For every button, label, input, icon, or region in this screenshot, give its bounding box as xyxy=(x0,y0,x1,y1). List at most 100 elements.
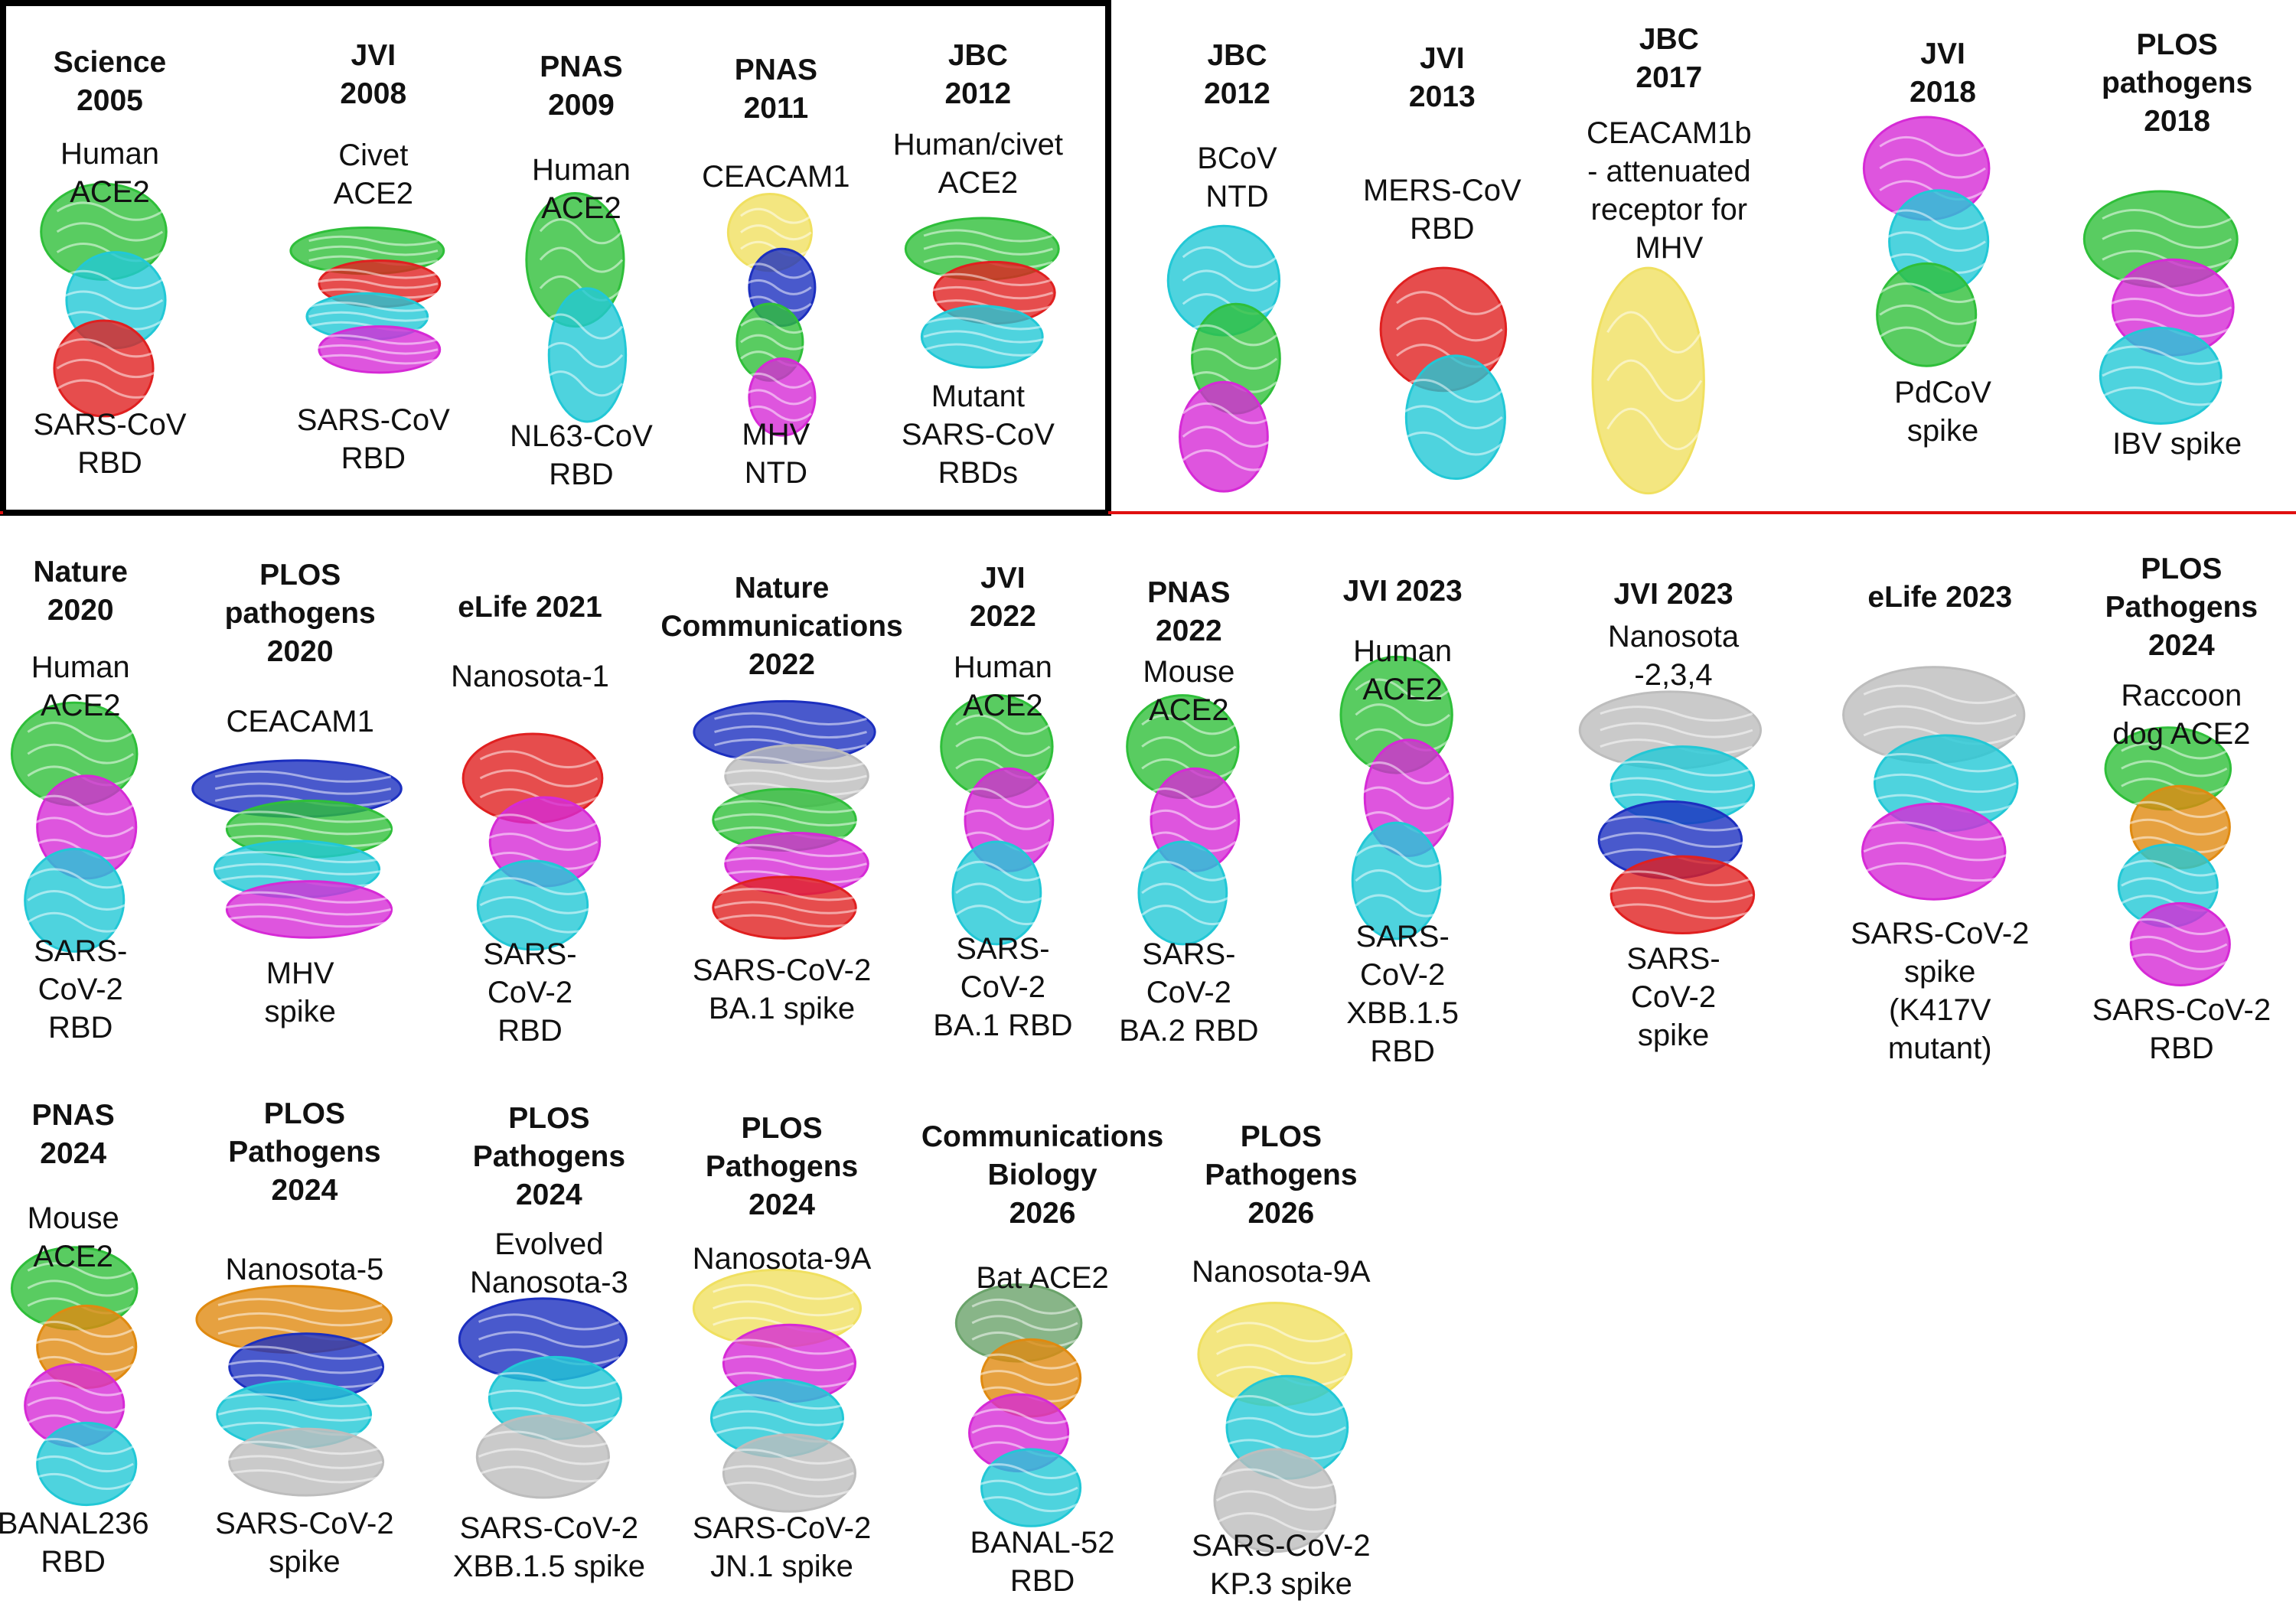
structure-part xyxy=(1600,886,1753,903)
structure-part xyxy=(217,1393,383,1407)
structure-part xyxy=(740,224,812,241)
structure-part xyxy=(478,1448,620,1465)
structure-part xyxy=(1606,311,1703,354)
structure-part xyxy=(214,891,392,904)
structure-part xyxy=(217,1298,383,1312)
structure-part xyxy=(2102,345,2232,365)
structure-part xyxy=(740,372,812,389)
structure-part xyxy=(1600,815,1753,832)
structure-part xyxy=(713,1410,854,1426)
structure-part xyxy=(214,810,392,823)
journal-year: JBC 2017 xyxy=(1636,22,1703,94)
protein-label: SARS-CoV RBD xyxy=(296,403,450,476)
structure-part xyxy=(27,1321,134,1338)
protein-label: SARS- CoV-2 RBD xyxy=(34,934,128,1045)
structure-part xyxy=(1182,246,1278,269)
structure-part xyxy=(748,357,817,437)
structure-part xyxy=(923,272,1053,287)
journal-year: PNAS 2009 xyxy=(540,50,623,122)
receptor-label: CEACAM1 xyxy=(702,160,850,194)
structure-part xyxy=(1141,860,1237,882)
structure-part xyxy=(1213,1448,1337,1553)
structure-part xyxy=(478,1465,620,1483)
receptor-label: CEACAM1 xyxy=(226,705,374,739)
structure-part xyxy=(1215,1490,1346,1511)
structure-part xyxy=(308,311,439,322)
structure-part xyxy=(27,868,134,889)
journal-year: PNAS 2011 xyxy=(734,53,818,125)
receptor-label: Civet ACE2 xyxy=(333,138,414,210)
receptor-label: Mouse ACE2 xyxy=(1143,655,1235,728)
structure-part xyxy=(1141,787,1237,808)
structure-part xyxy=(214,782,392,795)
receptor-label: Nanosota-9A xyxy=(1192,1255,1371,1289)
structure-part xyxy=(713,1482,854,1498)
structure-part xyxy=(714,901,867,914)
structure-part xyxy=(56,222,164,242)
journal-year: eLife 2021 xyxy=(458,590,602,624)
structure-part xyxy=(478,1430,620,1448)
structure-part xyxy=(714,800,867,813)
structure-part xyxy=(1215,1322,1346,1343)
structure-part xyxy=(27,911,134,933)
structure-part xyxy=(1355,703,1450,727)
structure-part xyxy=(923,343,1053,357)
journal-year: JVI 2013 xyxy=(1408,41,1476,113)
structure-part xyxy=(214,903,392,916)
structure-part xyxy=(1600,706,1753,722)
structure-part xyxy=(308,268,439,279)
structure-part xyxy=(955,787,1051,808)
structure-part xyxy=(479,833,598,851)
structure-part xyxy=(971,1496,1078,1512)
structure-part xyxy=(2102,209,2232,229)
protein-label: SARS-CoV-2 JN.1 spike xyxy=(692,1511,872,1584)
journal-year: JVI 2023 xyxy=(1342,574,1463,608)
structure-part xyxy=(714,888,867,901)
structure-part xyxy=(539,218,624,245)
structure-part xyxy=(1879,209,1986,230)
structure-part xyxy=(36,1421,138,1507)
structure-part xyxy=(2102,229,2232,249)
structure-part xyxy=(539,370,624,397)
protein-label: SARS-CoV-2 RBD xyxy=(2092,993,2272,1065)
structure-part xyxy=(217,1345,383,1360)
journal-year: PNAS 2024 xyxy=(31,1098,115,1170)
structure-part xyxy=(740,405,812,422)
structure-part xyxy=(478,1313,620,1331)
structure-part xyxy=(1606,407,1703,451)
structure-part xyxy=(547,287,628,423)
structure-part xyxy=(1600,760,1753,777)
structure-part xyxy=(740,318,812,334)
structure-part xyxy=(1606,359,1703,402)
structure-part xyxy=(1600,870,1753,887)
structure-part xyxy=(1215,1416,1346,1438)
structure-part xyxy=(920,305,1044,369)
receptor-label: Nanosota -2,3,4 xyxy=(1607,620,1740,693)
structure-part xyxy=(1591,266,1705,495)
journal-year: Nature 2020 xyxy=(33,555,128,627)
structure-part xyxy=(27,890,134,911)
structure-part xyxy=(1396,405,1503,430)
protein-label: SARS- CoV-2 XBB.1.5 RBD xyxy=(1346,920,1459,1069)
structure-part xyxy=(740,334,812,350)
protein-label: Mutant SARS-CoV RBDs xyxy=(901,380,1055,491)
structure-part xyxy=(1863,684,2017,704)
structure-part xyxy=(1863,753,2017,773)
journal-year: JVI 2022 xyxy=(970,561,1036,633)
structure-part xyxy=(955,736,1051,757)
structure-part xyxy=(971,1315,1078,1332)
structure-part xyxy=(1355,844,1450,868)
protein-label: SARS-CoV RBD xyxy=(33,407,187,480)
structure-part xyxy=(214,823,392,836)
journal-year: JBC 2012 xyxy=(1204,38,1270,110)
structure-part xyxy=(318,325,442,374)
receptor-label: Nanosota-1 xyxy=(451,659,609,693)
structure-part xyxy=(27,722,134,742)
structure-part xyxy=(1182,269,1278,292)
structure-part xyxy=(923,317,1053,331)
structure-part xyxy=(740,262,812,279)
structure-part xyxy=(1863,821,2017,841)
journal-year: Science 2005 xyxy=(53,46,167,118)
